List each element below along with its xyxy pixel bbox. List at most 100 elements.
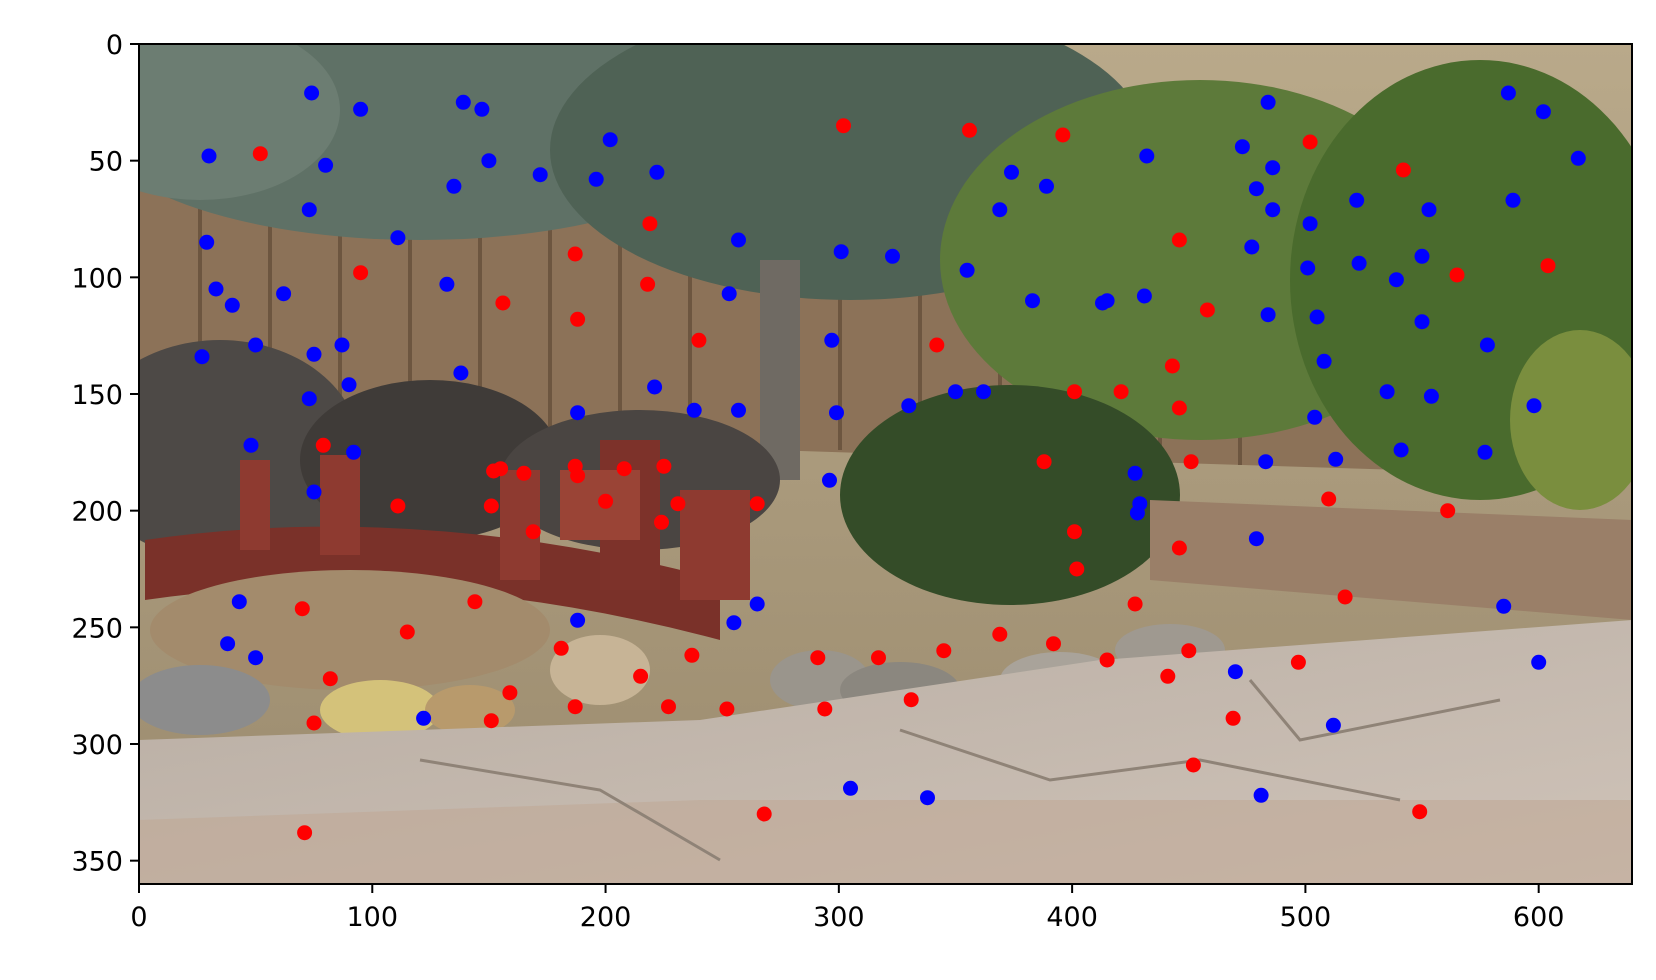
- scatter-point: [1351, 255, 1367, 271]
- scatter-point: [532, 167, 548, 183]
- scatter-point: [353, 265, 369, 281]
- y-tick-label: 350: [71, 847, 123, 878]
- scatter-point: [516, 465, 532, 481]
- scatter-point: [194, 349, 210, 365]
- series-red-points: [252, 118, 1556, 841]
- scatter-point: [353, 101, 369, 117]
- scatter-point: [1496, 598, 1512, 614]
- scatter-point: [1171, 540, 1187, 556]
- scatter-point: [1127, 465, 1143, 481]
- scatter-point: [493, 461, 509, 477]
- scatter-point: [1535, 104, 1551, 120]
- scatter-point: [399, 624, 415, 640]
- scatter-point: [1325, 717, 1341, 733]
- scatter-point: [670, 496, 686, 512]
- scatter-point: [306, 346, 322, 362]
- scatter-point: [248, 337, 264, 353]
- scatter-point: [1265, 160, 1281, 176]
- scatter-point: [1113, 384, 1129, 400]
- scatter-point: [948, 384, 963, 400]
- scatter-point: [570, 468, 586, 484]
- scatter-point: [602, 132, 618, 148]
- x-tick-label: 300: [813, 902, 865, 933]
- scatter-point: [570, 612, 586, 628]
- scatter-point: [1414, 248, 1430, 264]
- scatter-point: [334, 337, 350, 353]
- scatter-point: [1526, 398, 1542, 414]
- x-tick-label: 200: [580, 902, 632, 933]
- scatter-point: [640, 276, 656, 292]
- x-tick-label: 0: [130, 902, 147, 933]
- scatter-point: [1423, 388, 1439, 404]
- scatter-point: [243, 437, 259, 453]
- scatter-point: [1265, 202, 1281, 218]
- scatter-point: [1139, 148, 1155, 164]
- scatter-point: [721, 286, 737, 302]
- scatter-point: [749, 496, 765, 512]
- scatter-point: [1477, 444, 1493, 460]
- scatter-point: [467, 594, 483, 610]
- y-tick-label: 300: [71, 730, 123, 761]
- scatter-point: [1199, 302, 1215, 318]
- scatter-point: [1185, 757, 1201, 773]
- scatter-point: [833, 244, 849, 260]
- scatter-point: [1171, 400, 1187, 416]
- scatter-point: [731, 402, 746, 418]
- scatter-point: [231, 594, 247, 610]
- scatter-point: [201, 148, 217, 164]
- scatter-point: [656, 458, 672, 474]
- scatter-point: [1183, 454, 1199, 470]
- scatter-point: [1260, 307, 1276, 323]
- series-blue-points: [194, 85, 1586, 806]
- scatter-point: [1500, 85, 1516, 101]
- scatter-point: [1316, 353, 1332, 369]
- y-tick-label: 0: [106, 30, 123, 61]
- scatter-point: [992, 626, 1008, 642]
- scatter-point: [976, 384, 991, 400]
- scatter-point: [829, 405, 844, 421]
- scatter-point: [1260, 94, 1276, 110]
- scatter-point: [1253, 787, 1269, 803]
- scatter-point: [567, 699, 583, 715]
- scatter-point: [1099, 293, 1115, 309]
- scatter-point: [208, 281, 224, 297]
- scatter-point: [616, 461, 632, 477]
- scatter-point: [731, 232, 746, 248]
- scatter-point: [1036, 454, 1052, 470]
- scatter-point: [726, 615, 742, 631]
- y-tick-label: 150: [71, 380, 123, 411]
- scatter-point: [220, 636, 236, 652]
- scatter-point: [1055, 127, 1071, 143]
- scatter-point: [817, 701, 833, 717]
- scatter-point: [1290, 654, 1306, 670]
- scatter-point: [570, 405, 586, 421]
- scatter-point: [1248, 531, 1264, 547]
- scatter-point: [199, 234, 215, 250]
- scatter-point: [315, 437, 331, 453]
- scatter-point: [1300, 260, 1316, 276]
- scatter-point: [570, 311, 586, 327]
- y-tick-label: 250: [71, 613, 123, 644]
- scatter-point: [525, 524, 541, 540]
- scatter-point: [929, 337, 945, 353]
- scatter-point: [824, 332, 840, 348]
- y-tick-label: 100: [71, 263, 123, 294]
- scatter-point: [686, 402, 702, 418]
- y-axis: 0 50 100 150 200 250 300 350: [71, 30, 139, 878]
- scatter-point: [502, 685, 518, 701]
- scatter-point: [297, 825, 313, 841]
- scatter-point: [836, 118, 851, 134]
- scatter-point: [276, 286, 292, 302]
- scatter-point: [1379, 384, 1395, 400]
- x-tick-label: 400: [1046, 902, 1098, 933]
- scatter-point: [304, 85, 320, 101]
- scatter-point: [390, 230, 406, 246]
- scatter-point: [252, 146, 268, 162]
- scatter-point: [843, 780, 858, 796]
- scatter-point: [1531, 654, 1547, 670]
- scatter-point: [1337, 589, 1353, 605]
- scatter-point: [346, 444, 362, 460]
- scatter-point: [1505, 192, 1521, 208]
- scatter-point: [1570, 150, 1586, 166]
